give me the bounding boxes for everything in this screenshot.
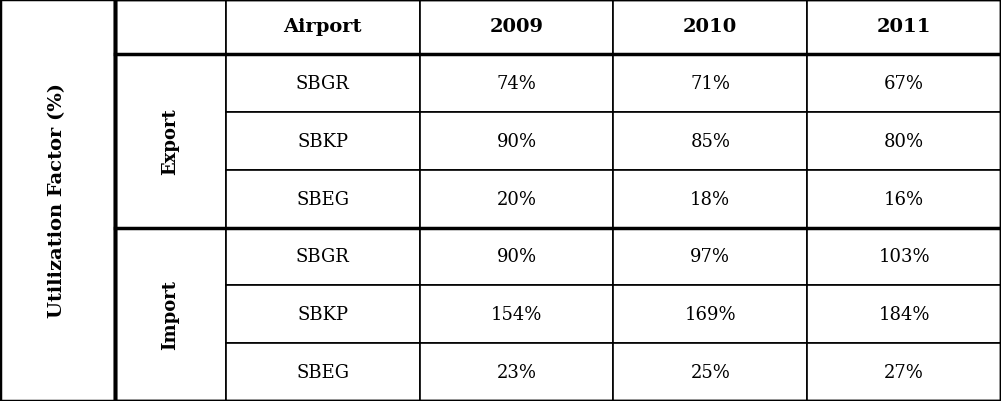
Text: 67%: 67% [884,75,924,93]
Text: 103%: 103% [878,248,930,266]
Bar [226,55,419,113]
Bar [226,170,419,228]
Bar [115,0,226,55]
Text: 71%: 71% [691,75,731,93]
Text: SBEG: SBEG [296,190,349,208]
Bar [226,0,419,55]
Text: 23%: 23% [496,363,537,381]
Text: 80%: 80% [884,132,924,150]
Bar [807,170,1001,228]
Text: Export: Export [161,108,179,175]
Text: 97%: 97% [691,248,731,266]
Text: 169%: 169% [685,306,736,324]
Bar [614,286,807,343]
Bar [226,228,419,286]
Bar [0,0,115,401]
Text: 85%: 85% [691,132,731,150]
Bar [614,0,807,55]
Bar [115,228,226,401]
Bar [226,113,419,170]
Text: Airport: Airport [283,18,362,36]
Text: 16%: 16% [884,190,924,208]
Bar [115,0,1001,401]
Bar [419,55,614,113]
Bar [807,113,1001,170]
Text: 2010: 2010 [683,18,738,36]
Text: Utilization Factor (%): Utilization Factor (%) [48,83,66,318]
Text: 74%: 74% [496,75,537,93]
Bar [807,0,1001,55]
Bar [807,55,1001,113]
Text: 184%: 184% [878,306,930,324]
Bar [614,113,807,170]
Text: 154%: 154% [490,306,543,324]
Text: SBGR: SBGR [295,75,349,93]
Bar [226,343,419,401]
Text: Import: Import [161,279,179,349]
Bar [419,343,614,401]
Bar [419,0,614,55]
Bar [614,228,807,286]
Bar [807,286,1001,343]
Text: 25%: 25% [691,363,730,381]
Bar [807,343,1001,401]
Bar [614,343,807,401]
Text: 20%: 20% [496,190,537,208]
Bar [115,0,1001,401]
Text: 2009: 2009 [489,18,544,36]
Bar [614,55,807,113]
Text: 27%: 27% [884,363,924,381]
Bar [419,286,614,343]
Text: 2011: 2011 [877,18,931,36]
Text: SBGR: SBGR [295,248,349,266]
Bar [419,170,614,228]
Text: SBKP: SBKP [297,306,348,324]
Bar [115,55,226,228]
Text: SBEG: SBEG [296,363,349,381]
Text: 90%: 90% [496,248,537,266]
Text: 90%: 90% [496,132,537,150]
Bar [419,228,614,286]
Text: 18%: 18% [691,190,731,208]
Bar [226,286,419,343]
Bar [419,113,614,170]
Bar [807,228,1001,286]
Text: SBKP: SBKP [297,132,348,150]
Bar [614,170,807,228]
